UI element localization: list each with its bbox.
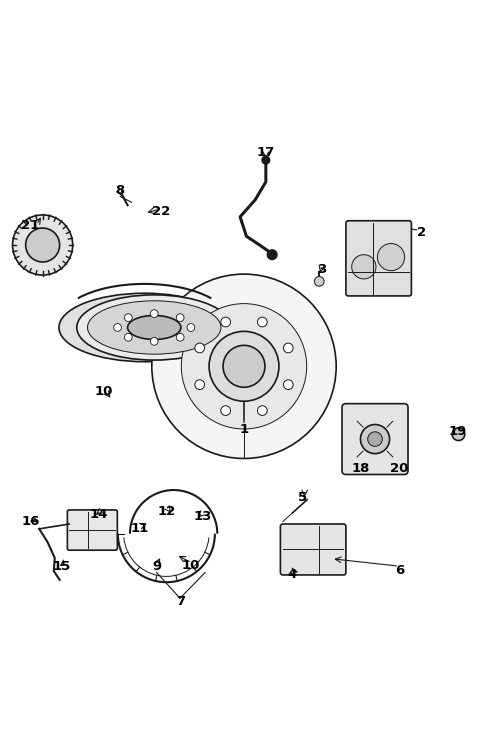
Circle shape bbox=[361, 425, 389, 453]
Circle shape bbox=[26, 228, 60, 262]
Text: 2: 2 bbox=[417, 226, 426, 239]
Text: 9: 9 bbox=[152, 559, 161, 573]
Circle shape bbox=[223, 345, 265, 387]
Text: 10: 10 bbox=[94, 385, 112, 398]
Circle shape bbox=[262, 156, 270, 164]
Circle shape bbox=[124, 333, 132, 341]
Circle shape bbox=[195, 380, 204, 390]
Circle shape bbox=[150, 338, 158, 345]
FancyBboxPatch shape bbox=[67, 510, 117, 550]
Text: 7: 7 bbox=[176, 595, 185, 608]
Text: 11: 11 bbox=[131, 523, 149, 535]
Circle shape bbox=[284, 380, 293, 390]
Text: 13: 13 bbox=[194, 510, 212, 523]
Circle shape bbox=[195, 343, 204, 353]
Ellipse shape bbox=[77, 295, 232, 360]
Text: 6: 6 bbox=[395, 563, 404, 577]
FancyBboxPatch shape bbox=[346, 221, 411, 296]
Circle shape bbox=[284, 343, 293, 353]
Circle shape bbox=[150, 310, 158, 317]
Circle shape bbox=[187, 323, 195, 332]
Text: 22: 22 bbox=[152, 205, 171, 217]
Ellipse shape bbox=[87, 301, 221, 354]
Circle shape bbox=[176, 314, 184, 322]
Circle shape bbox=[209, 332, 279, 402]
Text: 12: 12 bbox=[157, 505, 176, 518]
Text: 10: 10 bbox=[182, 559, 200, 572]
FancyBboxPatch shape bbox=[342, 404, 408, 475]
Circle shape bbox=[258, 406, 267, 415]
Text: 8: 8 bbox=[116, 184, 125, 197]
Circle shape bbox=[176, 333, 184, 341]
Circle shape bbox=[258, 317, 267, 327]
Circle shape bbox=[352, 255, 376, 279]
Text: 5: 5 bbox=[298, 491, 307, 504]
Text: 21: 21 bbox=[21, 219, 40, 232]
Circle shape bbox=[368, 432, 382, 447]
FancyBboxPatch shape bbox=[281, 524, 346, 575]
Circle shape bbox=[452, 428, 465, 441]
Text: 4: 4 bbox=[288, 569, 297, 581]
Circle shape bbox=[314, 277, 324, 287]
Text: 16: 16 bbox=[21, 515, 40, 528]
Text: 20: 20 bbox=[390, 462, 408, 475]
Circle shape bbox=[267, 250, 277, 259]
Ellipse shape bbox=[59, 293, 230, 362]
Circle shape bbox=[13, 215, 73, 275]
Circle shape bbox=[152, 274, 336, 459]
Text: 19: 19 bbox=[448, 426, 467, 438]
Text: 18: 18 bbox=[351, 462, 369, 475]
Text: 1: 1 bbox=[240, 423, 248, 436]
Circle shape bbox=[114, 323, 122, 332]
Circle shape bbox=[182, 304, 306, 429]
Circle shape bbox=[124, 314, 132, 322]
Text: 14: 14 bbox=[89, 508, 108, 521]
Circle shape bbox=[221, 406, 230, 415]
Circle shape bbox=[377, 244, 405, 271]
Text: 3: 3 bbox=[317, 262, 326, 276]
Text: 15: 15 bbox=[53, 559, 71, 573]
Text: 17: 17 bbox=[257, 147, 275, 159]
Circle shape bbox=[221, 317, 230, 327]
Ellipse shape bbox=[127, 316, 181, 339]
